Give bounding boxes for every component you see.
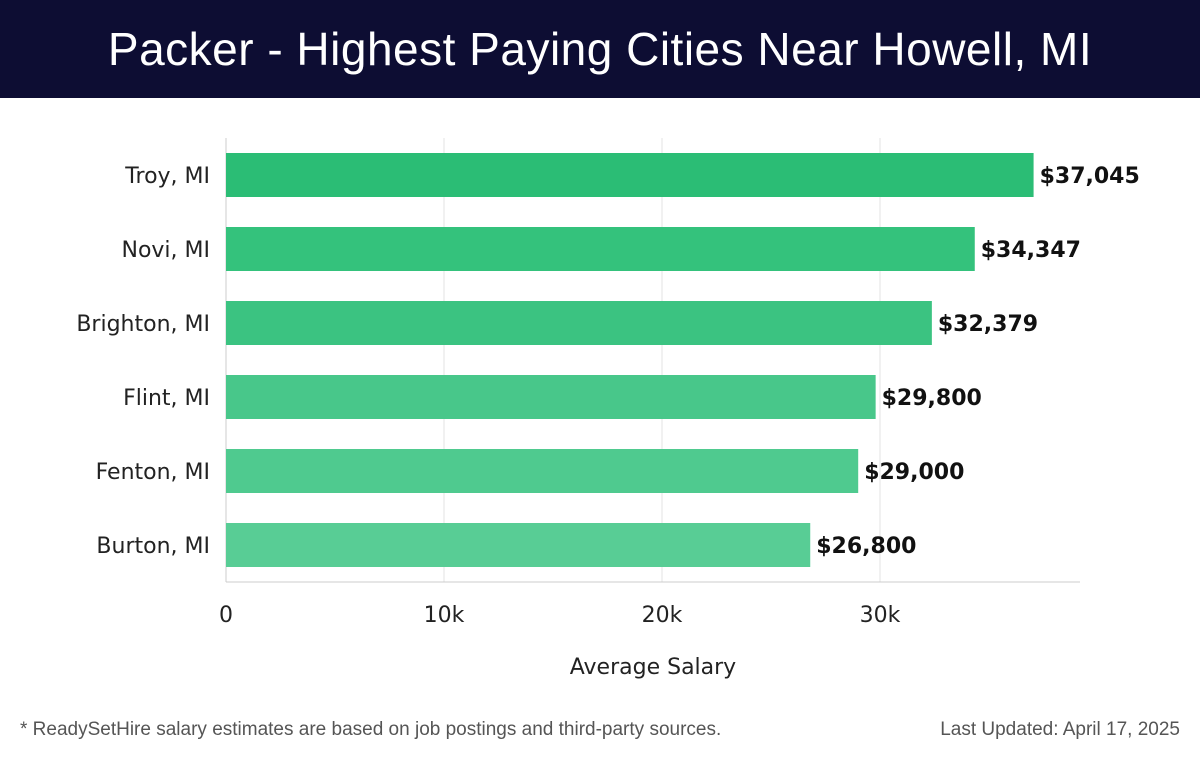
value-labels: $37,045 $34,347 $32,379 $29,800 $29,000 $26,8… bbox=[816, 164, 1140, 559]
bar bbox=[226, 375, 876, 419]
bar-chart: Troy, MI Novi, MI Brighton, MI Flint, MI Fen… bbox=[76, 138, 1140, 680]
value-label: $26,800 bbox=[816, 534, 916, 559]
bar bbox=[226, 523, 811, 567]
bars bbox=[226, 153, 1034, 567]
bar bbox=[226, 449, 859, 493]
x-tick-label: 30k bbox=[860, 603, 901, 628]
x-tick-label: 20k bbox=[642, 603, 683, 628]
value-label: $37,045 bbox=[1040, 164, 1140, 189]
category-label: Novi, MI bbox=[121, 238, 210, 263]
x-axis-ticks: 0 10k 20k 30k bbox=[219, 603, 901, 628]
last-updated: Last Updated: April 17, 2025 bbox=[940, 719, 1180, 740]
category-label: Burton, MI bbox=[96, 534, 210, 559]
chart-header: Packer - Highest Paying Cities Near Howe… bbox=[0, 0, 1200, 98]
value-label: $29,000 bbox=[864, 460, 964, 485]
bar bbox=[226, 227, 975, 271]
footer-note: * ReadySetHire salary estimates are base… bbox=[20, 719, 722, 740]
bar bbox=[226, 153, 1034, 197]
category-label: Brighton, MI bbox=[76, 312, 210, 337]
value-label: $29,800 bbox=[882, 386, 982, 411]
x-tick-label: 0 bbox=[219, 603, 233, 628]
value-label: $32,379 bbox=[938, 312, 1038, 337]
x-tick-label: 10k bbox=[424, 603, 465, 628]
category-label: Fenton, MI bbox=[96, 460, 210, 485]
bar bbox=[226, 301, 932, 345]
x-axis-label: Average Salary bbox=[570, 655, 736, 680]
value-label: $34,347 bbox=[981, 238, 1081, 263]
category-labels: Troy, MI Novi, MI Brighton, MI Flint, MI Fen… bbox=[76, 164, 210, 559]
gridlines bbox=[225, 138, 1080, 583]
category-label: Flint, MI bbox=[123, 386, 210, 411]
category-label: Troy, MI bbox=[124, 164, 210, 189]
chart-title: Packer - Highest Paying Cities Near Howe… bbox=[107, 23, 1093, 75]
